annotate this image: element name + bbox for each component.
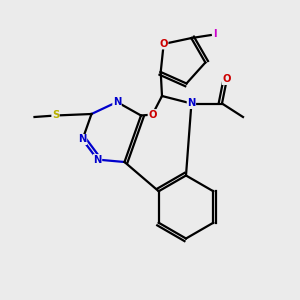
Text: N: N: [93, 154, 102, 165]
Text: I: I: [213, 28, 217, 39]
Text: O: O: [222, 74, 231, 85]
Text: S: S: [52, 110, 59, 121]
Text: N: N: [187, 98, 196, 109]
Text: O: O: [148, 110, 157, 120]
Text: N: N: [113, 97, 121, 107]
Text: N: N: [78, 134, 87, 145]
Text: O: O: [159, 39, 168, 49]
